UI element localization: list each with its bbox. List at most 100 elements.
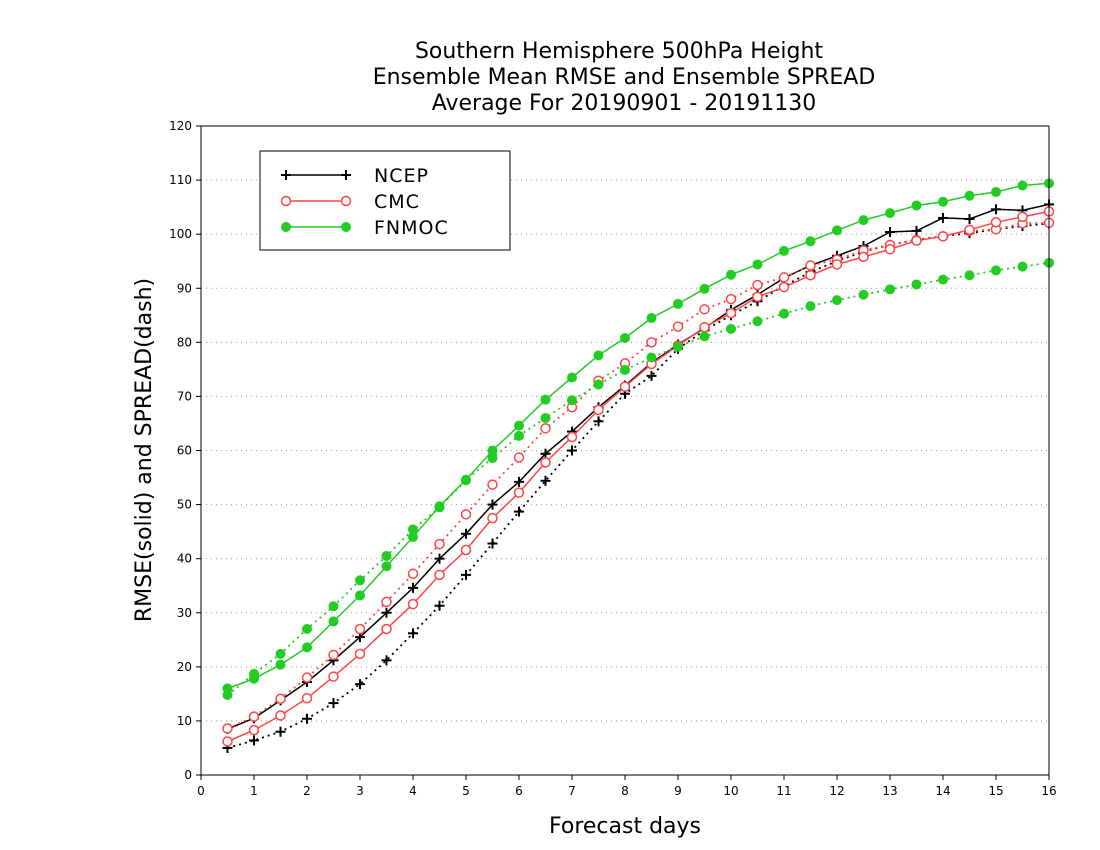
data-point bbox=[408, 628, 418, 639]
x-tick-label: 10 bbox=[723, 784, 738, 798]
y-tick-label: 90 bbox=[177, 281, 192, 295]
data-point bbox=[831, 259, 843, 270]
data-point bbox=[302, 713, 312, 724]
data-point bbox=[885, 284, 895, 295]
legend-item-ncep: NCEP bbox=[281, 165, 428, 187]
data-point bbox=[540, 413, 551, 424]
data-point bbox=[805, 301, 816, 312]
data-point bbox=[355, 575, 365, 586]
series-fnmoc bbox=[222, 178, 1054, 700]
data-point bbox=[328, 671, 339, 682]
y-tick-label: 60 bbox=[177, 444, 192, 458]
x-tick-label: 11 bbox=[776, 784, 791, 798]
data-point bbox=[275, 648, 286, 659]
data-point bbox=[540, 475, 551, 486]
y-tick-label: 120 bbox=[169, 119, 192, 133]
data-point bbox=[514, 476, 524, 487]
data-point bbox=[699, 283, 710, 294]
data-point bbox=[620, 333, 630, 344]
data-point bbox=[673, 298, 683, 309]
data-point bbox=[355, 590, 365, 601]
data-point bbox=[407, 598, 419, 610]
data-point bbox=[328, 601, 339, 612]
data-point bbox=[646, 337, 657, 348]
series-line-spread bbox=[227, 221, 1050, 730]
data-point bbox=[964, 190, 975, 201]
y-tick-label: 110 bbox=[169, 173, 192, 187]
data-point bbox=[885, 208, 895, 219]
data-point bbox=[567, 445, 577, 456]
data-point bbox=[280, 195, 292, 207]
y-tick-label: 20 bbox=[177, 660, 192, 674]
legend-label: CMC bbox=[374, 191, 420, 213]
legend-item-fnmoc: FNMOC bbox=[281, 217, 449, 239]
data-point bbox=[222, 736, 233, 747]
data-point bbox=[281, 222, 291, 232]
data-point bbox=[779, 245, 789, 256]
data-point bbox=[832, 295, 842, 306]
y-tick-label: 100 bbox=[169, 227, 192, 241]
series-layer bbox=[222, 178, 1055, 753]
data-point bbox=[911, 279, 922, 290]
data-point bbox=[461, 569, 471, 580]
data-point bbox=[567, 395, 577, 406]
data-point bbox=[699, 321, 710, 333]
y-tick-label: 70 bbox=[177, 389, 192, 403]
data-point bbox=[275, 726, 286, 737]
data-point bbox=[540, 457, 551, 468]
x-tick-label: 5 bbox=[462, 784, 470, 798]
data-point bbox=[540, 448, 551, 459]
data-point bbox=[938, 212, 948, 223]
data-point bbox=[248, 724, 260, 736]
data-point bbox=[487, 499, 498, 510]
data-point bbox=[805, 260, 816, 271]
data-point bbox=[381, 623, 392, 635]
data-point bbox=[911, 200, 922, 211]
x-tick-label: 16 bbox=[1041, 784, 1056, 798]
data-point bbox=[281, 170, 291, 180]
x-tick-label: 1 bbox=[250, 784, 258, 798]
grid bbox=[201, 179, 1049, 722]
data-point bbox=[991, 204, 1001, 215]
data-point bbox=[434, 569, 445, 581]
data-point bbox=[805, 236, 816, 247]
series-line-spread bbox=[226, 261, 1050, 696]
data-point bbox=[725, 293, 737, 305]
data-point bbox=[513, 452, 525, 463]
legend-item-cmc: CMC bbox=[280, 191, 420, 213]
data-point bbox=[937, 231, 949, 242]
data-point bbox=[460, 509, 472, 520]
x-tick-label: 15 bbox=[988, 784, 1003, 798]
x-tick-label: 9 bbox=[674, 784, 682, 798]
data-point bbox=[938, 196, 948, 207]
data-point bbox=[778, 272, 790, 283]
data-point bbox=[341, 170, 351, 180]
data-point bbox=[779, 308, 789, 319]
data-point bbox=[302, 642, 312, 653]
data-point bbox=[752, 291, 763, 303]
data-point bbox=[487, 479, 498, 490]
chart-title-line-1: Southern Hemisphere 500hPa Height bbox=[415, 39, 823, 64]
y-tick-label: 10 bbox=[177, 714, 192, 728]
data-point bbox=[885, 227, 895, 238]
data-point bbox=[699, 304, 710, 315]
data-point bbox=[487, 538, 498, 549]
x-tick-label: 3 bbox=[356, 784, 364, 798]
legend-label: FNMOC bbox=[374, 217, 449, 239]
data-point bbox=[407, 568, 419, 580]
data-point bbox=[805, 270, 816, 281]
data-point bbox=[593, 350, 604, 361]
x-axis-label: Forecast days bbox=[549, 814, 701, 839]
data-point bbox=[513, 487, 525, 498]
series-line-rmse bbox=[227, 210, 1050, 743]
data-point bbox=[964, 224, 975, 236]
data-point bbox=[381, 655, 392, 666]
data-point bbox=[752, 259, 763, 270]
data-point bbox=[990, 217, 1002, 228]
data-point bbox=[460, 544, 472, 556]
data-point bbox=[752, 279, 763, 291]
data-point bbox=[566, 431, 578, 443]
data-point bbox=[275, 710, 286, 721]
